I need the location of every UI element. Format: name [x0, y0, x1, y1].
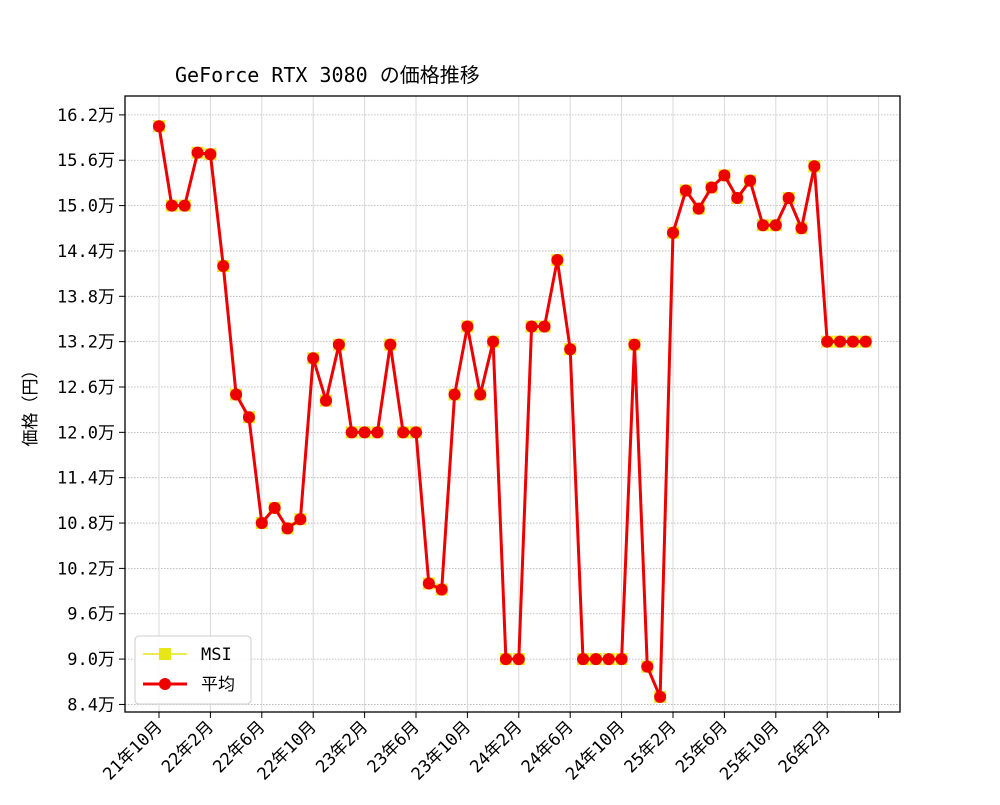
average-point	[859, 335, 872, 348]
average-point	[281, 522, 294, 535]
y-tick-label: 10.2万	[57, 559, 115, 579]
average-point	[615, 653, 628, 666]
y-tick-label: 16.2万	[57, 106, 115, 126]
average-point	[692, 202, 705, 215]
y-tick-label: 9.0万	[67, 650, 115, 670]
x-tick-label: 23年2月	[312, 717, 372, 777]
legend-marker-average	[159, 678, 171, 690]
average-point	[705, 181, 718, 194]
average-point	[358, 426, 371, 439]
x-tick-label: 25年2月	[621, 717, 681, 777]
average-point	[242, 411, 255, 424]
average-point	[422, 577, 435, 590]
average-point	[474, 388, 487, 401]
average-point	[448, 388, 461, 401]
y-tick-label: 14.4万	[57, 242, 115, 262]
average-point	[769, 219, 782, 232]
y-tick-label: 12.6万	[57, 378, 115, 398]
y-axis-label: 価格（円）	[21, 362, 41, 447]
average-point	[744, 174, 757, 187]
average-point	[153, 120, 165, 133]
average-point	[808, 160, 821, 173]
y-tick-label: 15.6万	[57, 151, 115, 171]
average-point	[667, 226, 679, 239]
average-point	[679, 184, 692, 197]
plot-frame	[124, 95, 901, 713]
average-point	[654, 690, 667, 703]
y-tick-label: 10.8万	[57, 514, 115, 534]
grid-layer	[125, 96, 900, 712]
series-line-average	[157, 125, 866, 699]
x-tick-label: 21年10月	[99, 717, 166, 784]
average-point	[461, 320, 474, 333]
average-point	[795, 222, 808, 235]
average-point	[846, 335, 859, 348]
average-point	[731, 192, 744, 205]
average-point	[834, 335, 847, 348]
average-point	[782, 192, 795, 205]
average-point	[204, 148, 217, 161]
average-point	[564, 343, 577, 356]
legend-label-average: 平均	[201, 675, 235, 695]
average-point	[345, 426, 358, 439]
series-layer	[153, 120, 872, 703]
average-point	[268, 501, 281, 514]
y-tick-label: 13.8万	[57, 287, 115, 307]
average-point	[191, 146, 204, 159]
average-point	[525, 320, 538, 333]
average-point	[371, 426, 384, 439]
legend-label-msi: MSI	[201, 645, 232, 665]
average-point	[756, 219, 769, 232]
average-point	[230, 388, 243, 401]
average-point	[589, 653, 602, 666]
average-point	[294, 513, 307, 526]
y-tick-label: 11.4万	[57, 469, 115, 489]
average-point	[435, 583, 448, 596]
y-tick-label: 13.2万	[57, 333, 115, 353]
average-point	[487, 335, 500, 348]
average-point	[512, 653, 525, 666]
average-point	[410, 426, 422, 439]
x-tick-label: 26年2月	[775, 717, 835, 777]
average-point	[255, 517, 268, 530]
average-point	[718, 169, 731, 182]
y-tick-label: 8.4万	[67, 695, 115, 715]
average-point	[307, 352, 320, 365]
average-point	[397, 426, 410, 439]
average-point	[821, 335, 834, 348]
x-tick-label: 22年2月	[158, 717, 218, 777]
average-point	[538, 320, 551, 333]
average-point	[499, 653, 512, 666]
average-point	[641, 660, 654, 673]
chart-title: GeForce RTX 3080 の価格推移	[175, 63, 480, 87]
x-tick-label: 24年2月	[466, 717, 526, 777]
legend-marker-msi	[159, 648, 171, 660]
y-tick-label: 9.6万	[67, 605, 115, 625]
average-point	[551, 254, 564, 267]
average-point	[217, 260, 230, 273]
average-point	[384, 338, 397, 351]
y-tick-label: 12.0万	[57, 423, 115, 443]
y-tick-label: 15.0万	[57, 197, 115, 217]
average-point	[577, 653, 590, 666]
average-point	[320, 394, 333, 407]
average-point	[165, 199, 178, 212]
legend: MSI 平均	[134, 635, 252, 705]
average-point	[628, 338, 641, 351]
average-point	[332, 338, 345, 351]
average-point	[178, 199, 191, 212]
average-point	[602, 653, 615, 666]
